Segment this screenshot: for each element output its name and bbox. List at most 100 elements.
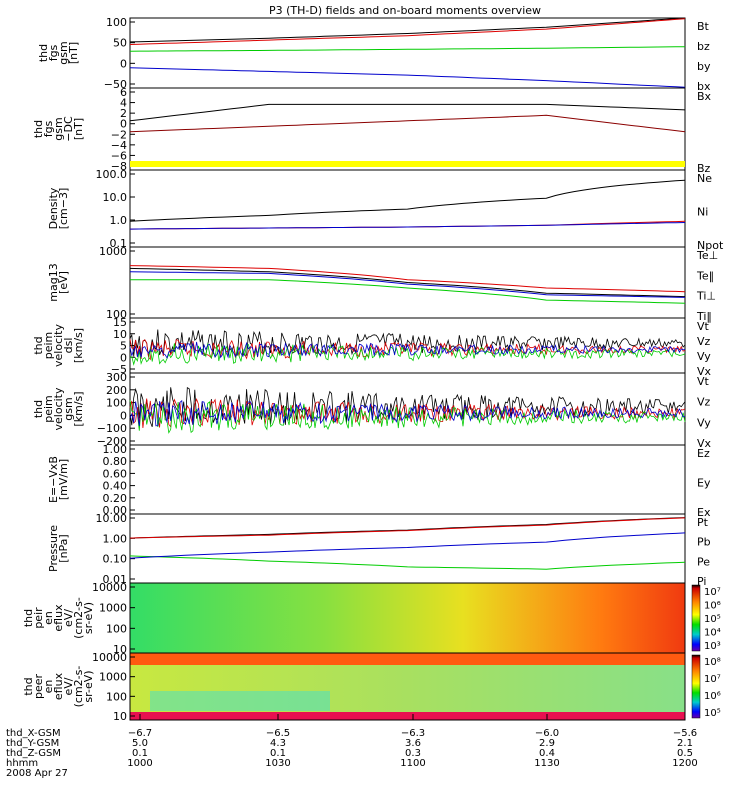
legend-fgs-2: by — [697, 60, 711, 73]
noisy-trace-vel_i-0 — [129, 387, 686, 427]
colorbar-tick-label: 10⁷ — [704, 674, 721, 685]
y-tick-label: −50 — [104, 78, 127, 91]
series-pressure-2 — [129, 555, 686, 570]
panel-frame — [129, 652, 686, 721]
colorbar-el_spec — [691, 654, 701, 719]
y-tick-label: 100 — [106, 690, 127, 703]
legend-efield-0: Ez — [697, 447, 710, 460]
panel-fgs: 100 50 0 −50 thdfgsgsm[nT] Bt bz by bx — [37, 16, 711, 93]
spectrogram-high-band — [130, 653, 685, 665]
noisy-trace-vel_e-3 — [129, 341, 686, 359]
y-tick-label: 1.00 — [103, 443, 128, 456]
panel-density: 100.0 10.0 1.0 0.1 Density[cm−3] Ne Ni Npot — [47, 168, 724, 252]
y-tick-label: 200 — [106, 384, 127, 397]
legend-density-1: Ni — [697, 206, 708, 219]
colorbar-tick-label: 10⁷ — [704, 587, 721, 598]
legend-pressure-1: Pb — [697, 536, 711, 549]
y-tick-label: 100 — [106, 397, 127, 410]
y-tick-label: −100 — [97, 422, 127, 435]
y-axis-label: thdpeimvelocitygsm[km/s] — [32, 387, 85, 430]
legend-fgs-3: bx — [697, 80, 711, 93]
legend-fgs_dc-0: Bx — [697, 90, 712, 103]
series-pressure-0 — [129, 517, 686, 539]
series-density-2 — [129, 222, 686, 230]
series-pressure-3 — [129, 532, 686, 559]
y-axis-label: thdpeimvelocitydsl[km/s] — [32, 324, 85, 367]
x-row-value: 1030 — [265, 758, 290, 769]
figure-title: P3 (TH-D) fields and on-board moments ov… — [269, 4, 541, 17]
y-tick-label: 15 — [113, 316, 127, 329]
y-axis-label: mag13[eV] — [47, 263, 70, 301]
legend-temp-2: Ti⊥ — [696, 290, 716, 303]
date-label: 2008 Apr 27 — [6, 768, 68, 779]
legend-vel_e-3: Vx — [697, 365, 712, 378]
y-tick-label: 1000 — [99, 671, 127, 684]
series-pressure-1 — [129, 517, 686, 539]
x-row-value: −6.5 — [266, 728, 290, 739]
x-row-label: hhmm — [6, 758, 38, 769]
y-tick-label: 10 — [113, 643, 127, 656]
series-fgs_dc-0 — [129, 103, 686, 122]
panel-frame — [129, 372, 686, 446]
x-row-label: thd_Z-GSM — [6, 748, 61, 759]
series-fgs-1 — [129, 18, 686, 45]
y-tick-label: 100.0 — [96, 168, 128, 181]
y-tick-label: 100 — [106, 16, 127, 29]
x-row-label: thd_Y-GSM — [6, 738, 59, 749]
legend-vel_i-2: Vy — [697, 416, 711, 429]
spectrogram-cyan-patch — [150, 691, 330, 711]
y-tick-label: 0.20 — [103, 492, 128, 505]
panel-frame — [129, 169, 686, 248]
y-tick-label: 50 — [113, 37, 127, 50]
series-fgs_dc-1 — [129, 114, 686, 133]
series-fgs-3 — [129, 67, 686, 88]
y-tick-label: 1.0 — [110, 214, 128, 227]
panel-el_spec: 10⁸ 10⁷ 10⁶ 10⁵ 10000 1000 100 10 thdpeereneflux… — [22, 651, 721, 723]
x-row-value: 1200 — [672, 758, 697, 769]
legend-pressure-3: Pi — [697, 575, 706, 588]
x-row-value: 3.6 — [405, 738, 421, 749]
y-tick-label: 0 — [120, 57, 127, 70]
series-temp-1 — [129, 267, 686, 298]
x-row-value: 5.0 — [132, 738, 148, 749]
y-tick-label: 10.00 — [96, 512, 128, 525]
y-axis-label: Pressure[nPa] — [47, 525, 70, 572]
legend-density-2: Npot — [697, 239, 724, 252]
y-tick-label: 1000 — [99, 602, 127, 615]
x-row-value: 0.5 — [677, 748, 693, 759]
colorbar-tick-label: 10⁶ — [704, 601, 721, 612]
y-axis-label: thdfgsgsm−DC[nT] — [32, 116, 85, 142]
x-row-value: −6.3 — [401, 728, 425, 739]
y-tick-label: 0 — [120, 351, 127, 364]
y-tick-label: 0.1 — [110, 237, 128, 250]
y-tick-label: 0 — [120, 118, 127, 131]
legend-vel_i-1: Vz — [697, 396, 711, 409]
x-row-value: 4.3 — [270, 738, 286, 749]
panel-frame — [129, 17, 686, 89]
colorbar-tick-label: 10⁸ — [704, 657, 721, 668]
y-tick-label: 10000 — [92, 581, 127, 594]
legend-pressure-2: Pe — [697, 555, 710, 568]
y-tick-label: 100 — [106, 622, 127, 635]
y-axis-label: thdfgsgsm[nT] — [37, 41, 80, 64]
legend-vel_e-0: Vt — [697, 320, 710, 333]
series-temp-0 — [129, 265, 686, 293]
y-tick-label: −4 — [111, 139, 127, 152]
quality-flag-band — [130, 161, 685, 167]
y-tick-label: 1000 — [99, 245, 127, 258]
noisy-trace-vel_e-2 — [129, 343, 686, 366]
series-temp-3 — [130, 279, 686, 304]
y-tick-label: 0.40 — [103, 480, 128, 493]
series-fgs-0 — [129, 17, 686, 43]
y-tick-label: −200 — [97, 435, 127, 448]
legend-vel_e-2: Vy — [697, 350, 711, 363]
legend-temp-3: Ti‖ — [696, 310, 712, 323]
y-tick-label: 0.10 — [103, 553, 128, 566]
x-axis-labels: thd_X-GSM −6.7 −6.5 −6.3 −6.0 −5.6 thd_Y-GSM 5.… — [6, 714, 698, 779]
spectrogram-low-band — [130, 712, 685, 720]
legend-efield-2: Ex — [697, 506, 711, 519]
x-row-value: 2.1 — [677, 738, 693, 749]
